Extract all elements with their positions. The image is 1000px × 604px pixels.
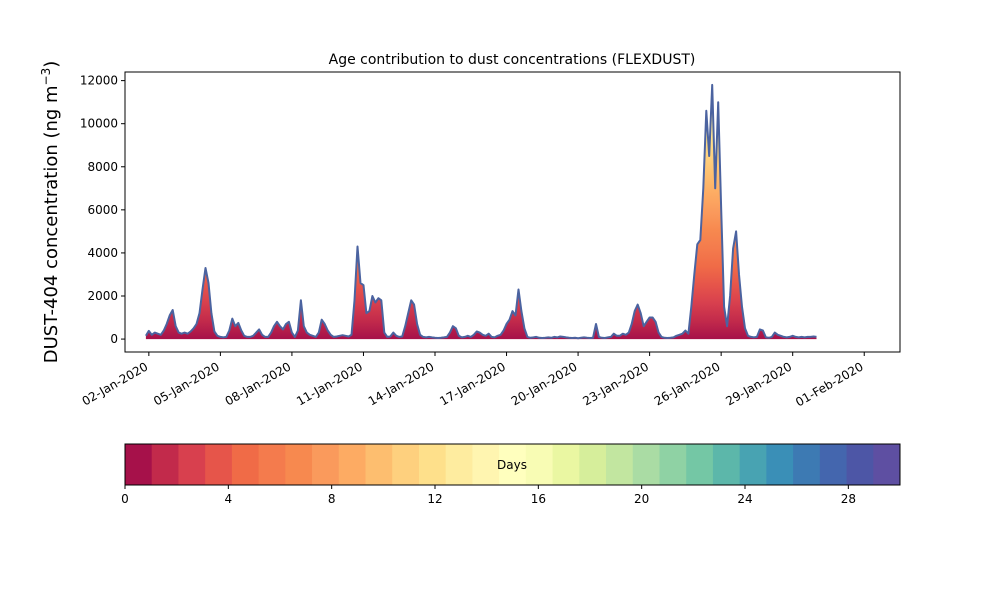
colorbar-segment — [819, 444, 847, 485]
colorbar-frame — [124, 443, 901, 486]
colorbar-segment — [525, 444, 553, 485]
colorbar-segment — [632, 444, 660, 485]
x-tick-label: 02-Jan-2020 — [80, 359, 151, 408]
colorbar-segment — [472, 444, 500, 485]
colorbar-segment — [445, 444, 473, 485]
colorbar-segment — [499, 444, 527, 485]
colorbar-segment — [258, 444, 286, 485]
x-tick-label: 20-Jan-2020 — [509, 359, 580, 408]
colorbar-segment — [846, 444, 874, 485]
chart-title: Age contribution to dust concentrations … — [329, 52, 696, 68]
x-tick-label: 26-Jan-2020 — [652, 359, 723, 408]
y-tick-label: 8000 — [87, 160, 118, 174]
colorbar-segment — [686, 444, 714, 485]
y-axis: 0 2000 4000 6000 8000 10000 12000 — [80, 74, 125, 346]
colorbar-segment — [285, 444, 313, 485]
x-tick-label: 08-Jan-2020 — [223, 359, 294, 408]
x-tick-label: 17-Jan-2020 — [437, 359, 508, 408]
colorbar-tick-label: 0 — [121, 492, 129, 506]
colorbar-segment — [418, 444, 447, 485]
colorbar-tick-label: 12 — [427, 492, 442, 506]
colorbar-segment — [873, 444, 901, 485]
colorbar-segment — [392, 444, 420, 485]
x-tick-label: 14-Jan-2020 — [366, 359, 437, 408]
colorbar-tick-label: 28 — [841, 492, 856, 506]
colorbar-segment — [338, 444, 366, 485]
plot-frame — [124, 71, 901, 353]
x-tick-label: 01-Feb-2020 — [793, 359, 866, 409]
y-tick-label: 10000 — [80, 117, 118, 131]
y-tick-label: 2000 — [87, 289, 118, 303]
colorbar-label: Days — [497, 458, 527, 472]
colorbar-segment — [739, 444, 767, 485]
plot-area — [145, 83, 817, 340]
colorbar-tick-label: 20 — [634, 492, 649, 506]
colorbar-segment — [659, 444, 687, 485]
x-tick-label: 11-Jan-2020 — [294, 359, 365, 408]
y-tick-label: 12000 — [80, 74, 118, 88]
total-concentration-line — [145, 83, 817, 340]
colorbar-segment — [231, 444, 260, 485]
y-tick-label: 0 — [110, 332, 118, 346]
age-stacked-area — [145, 84, 817, 340]
colorbar-segment — [365, 444, 393, 485]
colorbar-segment — [766, 444, 794, 485]
x-tick-label: 05-Jan-2020 — [151, 359, 222, 408]
colorbar-segment — [606, 444, 634, 485]
colorbar-tick-label: 8 — [328, 492, 336, 506]
colorbar-segment — [151, 444, 179, 485]
y-tick-label: 6000 — [87, 203, 118, 217]
colorbar-segment — [178, 444, 206, 485]
colorbar-tick-label: 4 — [225, 492, 233, 506]
colorbar-segment — [793, 444, 821, 485]
colorbar: 0 4 8 12 16 20 24 28 — [121, 443, 901, 506]
y-axis-label: DUST-404 concentration (ng m−3) — [39, 61, 62, 364]
colorbar-segment — [312, 444, 340, 485]
colorbar-segment — [125, 444, 153, 485]
x-axis: 02-Jan-2020 05-Jan-2020 08-Jan-2020 11-Jan-… — [80, 352, 866, 409]
x-tick-label: 29-Jan-2020 — [723, 359, 794, 408]
colorbar-tick-label: 16 — [531, 492, 546, 506]
colorbar-segment — [205, 444, 233, 485]
colorbar-segment — [552, 444, 580, 485]
colorbar-segment — [579, 444, 607, 485]
y-tick-label: 4000 — [87, 246, 118, 260]
colorbar-segment — [712, 444, 741, 485]
colorbar-tick-label: 24 — [737, 492, 752, 506]
x-tick-label: 23-Jan-2020 — [580, 359, 651, 408]
